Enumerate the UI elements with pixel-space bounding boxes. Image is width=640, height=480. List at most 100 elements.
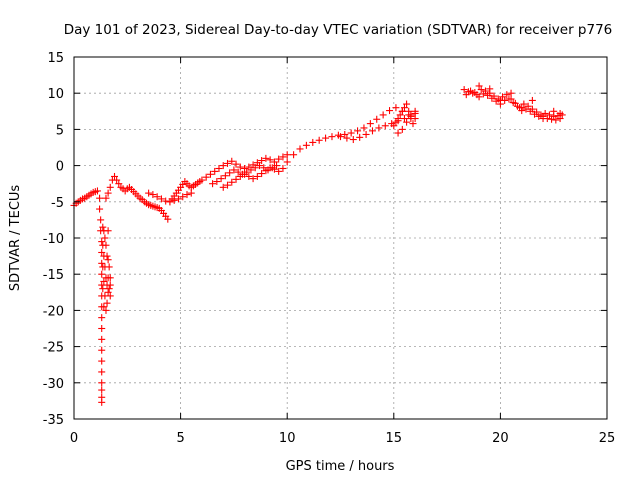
data-point <box>394 129 402 137</box>
data-point <box>258 170 266 178</box>
data-point <box>362 130 370 138</box>
data-point <box>548 115 556 123</box>
y-tick-label: -25 <box>43 341 64 356</box>
data-point <box>226 169 234 177</box>
data-point <box>104 189 112 197</box>
data-point <box>475 82 483 90</box>
data-point <box>104 288 112 296</box>
data-point <box>100 303 108 311</box>
data-point <box>106 281 114 289</box>
data-point <box>209 180 217 188</box>
data-point <box>98 325 106 332</box>
data-point <box>550 107 558 115</box>
data-point <box>198 176 206 184</box>
data-point <box>247 166 255 174</box>
data-point <box>111 172 119 180</box>
data-point <box>513 102 521 110</box>
data-point <box>251 164 259 172</box>
data-point <box>349 136 357 144</box>
data-point <box>522 105 530 113</box>
data-point <box>315 136 323 144</box>
data-point <box>102 306 110 314</box>
data-point <box>179 193 187 201</box>
data-point <box>545 111 553 119</box>
data-point <box>262 167 270 175</box>
axis-ticks: 0 5 10 15 20 25 15 10 5 0 -5 -10 -15 -20 -25 -30 -35 <box>43 51 616 446</box>
y-tick-label: -20 <box>43 304 64 319</box>
data-point <box>403 100 411 108</box>
data-point <box>475 93 483 101</box>
data-point <box>556 109 564 117</box>
data-point <box>96 194 104 202</box>
data-point <box>103 252 111 260</box>
data-point <box>477 86 485 94</box>
data-point <box>403 118 411 126</box>
data-point <box>102 194 110 202</box>
data-points <box>70 82 566 406</box>
data-point <box>221 172 229 180</box>
data-point <box>253 172 261 180</box>
data-point <box>396 111 404 119</box>
data-point <box>279 164 287 172</box>
data-point <box>149 191 157 199</box>
data-point <box>390 122 398 130</box>
data-point <box>283 151 291 159</box>
data-point <box>98 238 106 246</box>
data-point <box>479 90 487 98</box>
data-point <box>398 107 406 115</box>
data-point <box>145 189 153 197</box>
data-point <box>106 183 114 191</box>
data-point <box>98 248 106 256</box>
x-tick-label: 10 <box>279 431 296 446</box>
data-point <box>206 170 214 178</box>
y-tick-label: -10 <box>43 232 64 247</box>
data-point <box>386 107 394 115</box>
data-point <box>486 85 494 93</box>
data-point <box>484 91 492 99</box>
data-point <box>105 263 113 271</box>
data-point <box>392 118 400 126</box>
y-tick-label: 10 <box>47 87 64 102</box>
data-point <box>270 158 278 166</box>
data-point <box>228 157 236 165</box>
data-point <box>379 111 387 119</box>
y-axis-label: SDTVAR / TECUs <box>8 185 23 292</box>
y-tick-label: -35 <box>43 413 64 428</box>
data-point <box>507 89 515 97</box>
data-point <box>309 138 317 146</box>
data-point <box>102 241 110 249</box>
data-point <box>531 110 539 118</box>
data-point <box>343 134 351 142</box>
data-point <box>270 165 278 173</box>
data-point <box>202 173 210 181</box>
data-point <box>539 112 547 120</box>
data-point <box>392 104 400 112</box>
data-point <box>375 124 383 132</box>
data-point <box>98 335 106 343</box>
data-point <box>103 299 111 307</box>
data-point <box>224 181 232 189</box>
data-point <box>106 292 114 300</box>
data-point <box>96 205 104 213</box>
data-point <box>98 259 106 267</box>
data-point <box>273 162 281 170</box>
data-point <box>328 133 336 141</box>
data-point <box>106 274 114 282</box>
data-point <box>232 175 240 183</box>
data-point <box>373 115 381 123</box>
x-axis-label: GPS time / hours <box>286 459 395 474</box>
data-point <box>528 96 536 104</box>
data-point <box>99 285 107 293</box>
data-point <box>347 129 355 137</box>
data-point <box>467 87 475 95</box>
data-point <box>219 162 227 170</box>
y-tick-label: 15 <box>47 51 64 66</box>
x-tick-label: 5 <box>176 431 184 446</box>
data-point <box>266 156 274 164</box>
data-point <box>400 104 408 112</box>
data-point <box>164 215 172 223</box>
data-point <box>411 107 419 115</box>
data-point <box>526 107 534 115</box>
data-point <box>213 178 221 186</box>
